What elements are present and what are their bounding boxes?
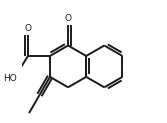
Text: O: O: [25, 24, 32, 33]
Text: O: O: [65, 14, 72, 23]
Text: HO: HO: [3, 74, 17, 83]
